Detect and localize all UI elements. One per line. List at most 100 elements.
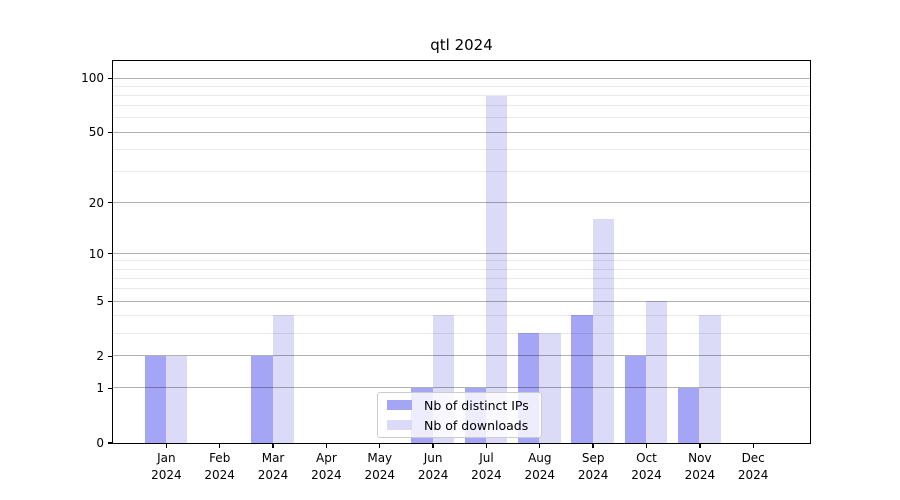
x-tick-month: Oct xyxy=(636,451,657,465)
gridline-major-50 xyxy=(112,131,810,133)
bar-ips-sep xyxy=(571,315,593,443)
plot-area xyxy=(111,59,811,444)
x-tick-year: 2024 xyxy=(151,467,182,482)
gridline-major-5 xyxy=(112,300,810,302)
y-tick-label-2: 2 xyxy=(96,349,104,364)
x-tick-label-oct: Oct 2024 xyxy=(617,450,677,483)
x-tick-label-mar: Mar 2024 xyxy=(243,450,303,483)
gridline-minor-60 xyxy=(112,117,810,119)
x-tick-month: Aug xyxy=(528,451,552,465)
x-tick-mark-mar xyxy=(272,444,274,448)
legend-item-downloads: Nb of downloads xyxy=(378,417,541,433)
x-tick-month: Jun xyxy=(423,451,443,465)
x-tick-month: Jul xyxy=(479,451,494,465)
gridline-minor-90 xyxy=(112,85,810,87)
y-tick-label-1: 1 xyxy=(96,381,104,396)
x-tick-month: Mar xyxy=(261,451,285,465)
x-tick-label-may: May 2024 xyxy=(350,450,410,483)
gridline-minor-9 xyxy=(112,260,810,262)
x-tick-month: Jan xyxy=(157,451,176,465)
x-tick-label-jul: Jul 2024 xyxy=(456,450,516,483)
legend-label-distinct-ips: Nb of distinct IPs xyxy=(424,397,529,413)
x-tick-year: 2024 xyxy=(257,467,289,482)
x-tick-label-jun: Jun 2024 xyxy=(403,450,463,483)
x-tick-mark-may xyxy=(379,444,381,448)
y-tick-label-10: 10 xyxy=(88,246,104,261)
x-tick-mark-dec xyxy=(752,444,754,448)
gridline-major-20 xyxy=(112,201,810,203)
x-tick-month: Dec xyxy=(741,451,765,465)
bar-ips-jan xyxy=(144,355,166,443)
x-tick-year: 2024 xyxy=(524,467,556,482)
x-tick-mark-jan xyxy=(165,444,168,448)
y-tick-mark-20 xyxy=(107,201,112,204)
y-tick-label-20: 20 xyxy=(88,195,104,210)
x-tick-year: 2024 xyxy=(364,467,396,482)
y-tick-label-0: 0 xyxy=(96,436,104,450)
x-tick-mark-jun xyxy=(432,444,434,448)
x-tick-label-jan: Jan 2024 xyxy=(136,450,196,483)
x-tick-mark-nov xyxy=(699,444,701,448)
x-tick-month: Sep xyxy=(581,451,605,465)
gridline-minor-8 xyxy=(112,268,810,270)
x-tick-label-apr: Apr 2024 xyxy=(296,450,356,483)
bar-ips-oct xyxy=(624,355,647,443)
gridline-minor-40 xyxy=(112,148,810,150)
bar-downloads-nov xyxy=(699,315,721,443)
gridline-minor-30 xyxy=(112,170,810,172)
bar-ips-nov xyxy=(678,387,700,443)
y-tick-mark-100 xyxy=(107,77,112,80)
x-tick-year: 2024 xyxy=(417,467,449,482)
y-tick-mark-2 xyxy=(107,355,112,357)
x-tick-label-dec: Dec 2024 xyxy=(723,450,783,483)
legend-item-distinct-ips: Nb of distinct IPs xyxy=(378,397,541,413)
x-tick-year: 2024 xyxy=(684,467,716,482)
x-tick-year: 2024 xyxy=(471,467,502,482)
x-tick-label-nov: Nov 2024 xyxy=(670,450,730,483)
legend-swatch-downloads xyxy=(387,420,412,430)
y-tick-label-100: 100 xyxy=(81,71,104,86)
legend-swatch-distinct-ips xyxy=(387,400,412,410)
x-tick-year: 2024 xyxy=(311,467,342,482)
x-tick-mark-aug xyxy=(539,444,541,448)
x-tick-mark-oct xyxy=(645,444,648,448)
gridline-major-10 xyxy=(112,252,810,254)
gridline-major-100 xyxy=(112,77,810,79)
y-tick-label-50: 50 xyxy=(88,125,104,140)
x-tick-month: Nov xyxy=(688,451,712,465)
gridline-minor-6 xyxy=(112,288,810,290)
x-tick-year: 2024 xyxy=(204,467,235,482)
gridline-minor-80 xyxy=(112,95,810,96)
chart-title: qtl 2024 xyxy=(430,36,493,54)
legend: Nb of distinct IPs Nb of downloads xyxy=(377,392,542,438)
bar-downloads-mar xyxy=(272,315,295,443)
x-tick-month: May xyxy=(367,451,393,465)
bar-downloads-oct xyxy=(646,301,668,443)
bar-ips-mar xyxy=(251,355,273,443)
x-tick-label-feb: Feb 2024 xyxy=(190,450,250,483)
x-tick-year: 2024 xyxy=(737,467,769,482)
x-tick-mark-jul xyxy=(485,444,488,448)
gridline-minor-7 xyxy=(112,277,810,279)
legend-label-downloads: Nb of downloads xyxy=(424,417,529,433)
x-tick-year: 2024 xyxy=(577,467,609,482)
x-tick-label-sep: Sep 2024 xyxy=(563,450,623,483)
y-tick-mark-1 xyxy=(107,387,112,389)
x-tick-mark-feb xyxy=(219,444,221,448)
y-tick-mark-50 xyxy=(107,131,112,134)
x-tick-month: Feb xyxy=(209,451,231,465)
x-tick-year: 2024 xyxy=(631,467,662,482)
x-tick-mark-sep xyxy=(592,444,594,448)
bar-downloads-sep xyxy=(592,218,615,443)
y-tick-mark-0 xyxy=(107,442,112,444)
gridline-minor-70 xyxy=(112,105,810,107)
bar-downloads-jul xyxy=(486,95,508,443)
y-tick-mark-5 xyxy=(107,300,112,303)
x-tick-mark-apr xyxy=(325,444,328,448)
x-tick-label-aug: Aug 2024 xyxy=(510,450,570,483)
y-tick-mark-10 xyxy=(107,252,112,255)
bar-downloads-jan xyxy=(165,355,188,443)
x-tick-month: Apr xyxy=(316,451,337,465)
y-tick-label-5: 5 xyxy=(96,294,104,309)
